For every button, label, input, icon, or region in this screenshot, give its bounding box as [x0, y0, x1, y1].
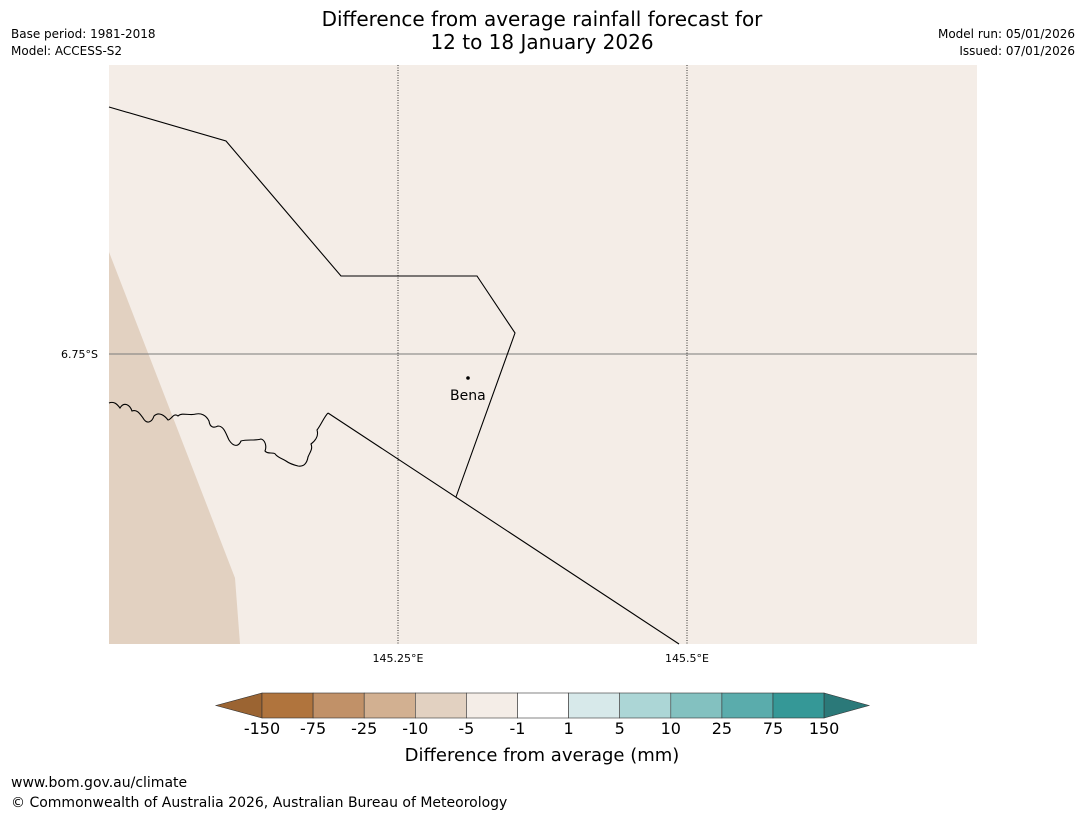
colorbar-bin: [517, 692, 569, 719]
colorbar-bin: [466, 692, 518, 719]
colorbar-bin: [568, 692, 620, 719]
colorbar-tick-label: -150: [243, 719, 281, 738]
river-line: [108, 401, 329, 467]
latitude-label: 6.75°S: [61, 348, 98, 361]
colorbar-bin: [363, 692, 416, 719]
colorbar-tick-label: -75: [300, 719, 327, 738]
colorbar-bin: [721, 692, 774, 719]
base-period-text: Base period: 1981-2018: [11, 27, 156, 41]
colorbar-bin: [414, 692, 467, 719]
colorbar-bin: [312, 692, 365, 719]
colorbar-tick-label: -1: [509, 719, 526, 738]
place-label-bena: Bena: [450, 388, 486, 404]
colorbar-bin: [619, 692, 672, 719]
colorbar-extension-low: [214, 692, 263, 719]
colorbar-tick-label: -25: [351, 719, 378, 738]
colorbar-tick-label: 1: [563, 719, 574, 738]
colorbar-extension-high: [823, 692, 871, 719]
colorbar-tick-label: 5: [614, 719, 625, 738]
model-text: Model: ACCESS-S2: [11, 44, 123, 58]
chart-title-line-1: Difference from average rainfall forecas…: [321, 7, 763, 31]
province-boundary: [108, 106, 516, 498]
colorbar-bin: [670, 692, 723, 719]
chart-title-line-2: 12 to 18 January 2026: [430, 30, 654, 54]
colorbar-title: Difference from average (mm): [404, 745, 680, 766]
colorbar-bin: [261, 692, 314, 719]
model-run-text: Model run: 05/01/2026: [937, 27, 1075, 41]
below-average-region: [109, 252, 240, 644]
website-link[interactable]: www.bom.gov.au/climate: [11, 775, 188, 791]
bena-marker: [466, 376, 470, 380]
copyright-text: © Commonwealth of Australia 2026, Austra…: [11, 795, 508, 811]
colorbar-tick-label: -5: [458, 719, 475, 738]
colorbar-tick-label: 25: [711, 719, 733, 738]
colorbar-tick-label: 75: [762, 719, 784, 738]
issued-text: Issued: 07/01/2026: [959, 44, 1075, 58]
colorbar-bin: [772, 692, 825, 719]
longitude-label-145-5: 145.5°E: [665, 652, 709, 665]
colorbar-tick-label: 150: [808, 719, 840, 738]
province-boundary-south: [327, 412, 680, 645]
longitude-label-145-25: 145.25°E: [372, 652, 424, 665]
colorbar-tick-label: -10: [402, 719, 429, 738]
colorbar-tick-label: 10: [660, 719, 681, 738]
